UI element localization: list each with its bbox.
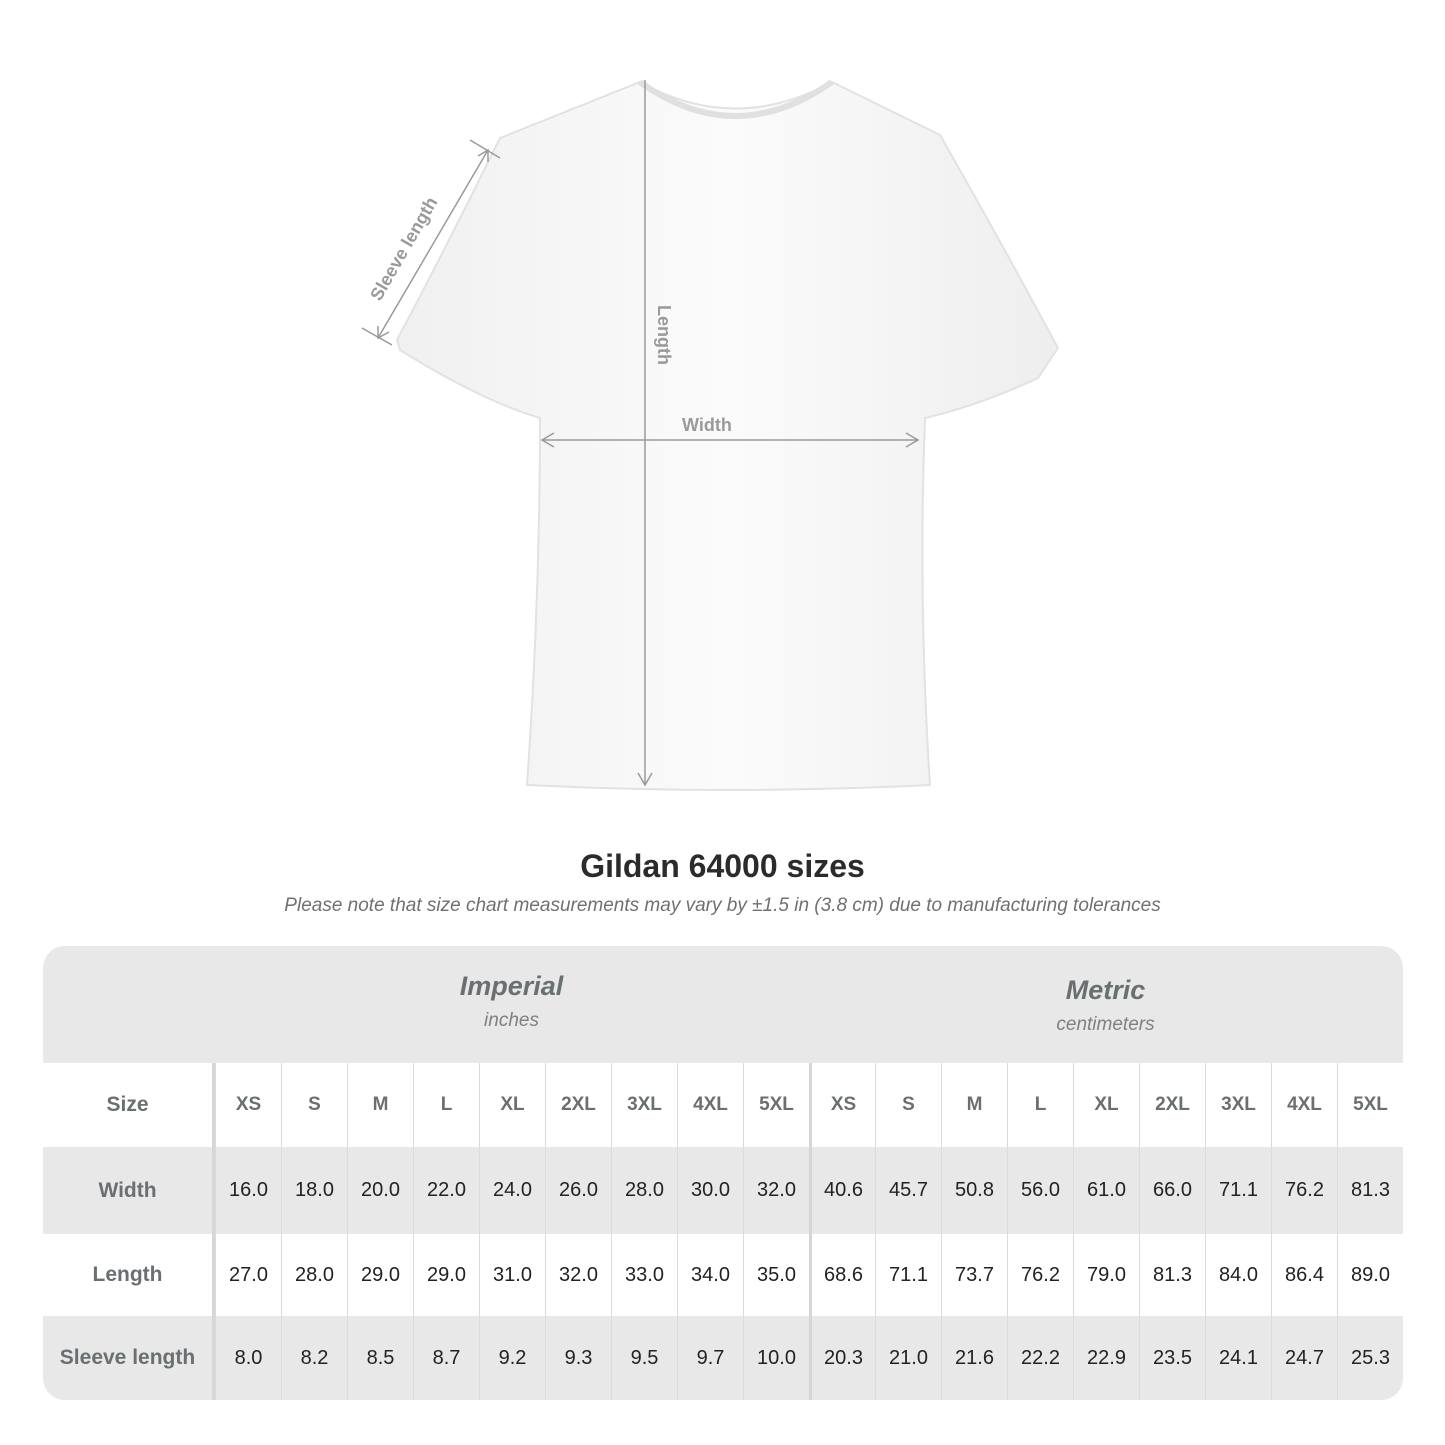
table-cell: 86.4	[1271, 1234, 1337, 1316]
imperial-header: Imperial inches	[215, 946, 808, 1063]
table-cell: 9.7	[677, 1316, 743, 1400]
size-header-cell: 5XL	[1337, 1063, 1403, 1147]
row-label: Sleeve length	[43, 1316, 215, 1400]
table-cell: 73.7	[941, 1234, 1007, 1316]
table-cell: 9.3	[545, 1316, 611, 1400]
table-cell: 18.0	[281, 1147, 347, 1234]
table-cell: 79.0	[1073, 1234, 1139, 1316]
table-cell: 20.3	[809, 1316, 875, 1400]
tshirt-illustration: Sleeve length Length Width	[361, 79, 1060, 791]
table-cell: 24.7	[1271, 1316, 1337, 1400]
size-header-cell: S	[875, 1063, 941, 1147]
table-cell: 40.6	[809, 1147, 875, 1234]
table-cell: 9.5	[611, 1316, 677, 1400]
table-cell: 32.0	[743, 1147, 809, 1234]
chart-title: Gildan 64000 sizes	[580, 848, 865, 884]
table-cell: 76.2	[1007, 1234, 1073, 1316]
length-label: Length	[654, 305, 674, 365]
table-cell: 50.8	[941, 1147, 1007, 1234]
metric-header: Metric centimeters	[808, 946, 1403, 1063]
table-cell: 84.0	[1205, 1234, 1271, 1316]
table-cell: 24.1	[1205, 1316, 1271, 1400]
size-header-cell: 2XL	[545, 1063, 611, 1147]
imperial-title: Imperial	[459, 971, 564, 1001]
table-cell: 32.0	[545, 1234, 611, 1316]
size-header-cell: XL	[479, 1063, 545, 1147]
table-cell: 81.3	[1139, 1234, 1205, 1316]
table-cell: 29.0	[413, 1234, 479, 1316]
size-table: Imperial inches Metric centimeters Size X…	[43, 946, 1403, 1400]
size-header-cell: M	[941, 1063, 1007, 1147]
table-cell: 8.0	[215, 1316, 281, 1400]
size-header-cell: 3XL	[1205, 1063, 1271, 1147]
table-cell: 28.0	[611, 1147, 677, 1234]
table-cell: 22.9	[1073, 1316, 1139, 1400]
table-cell: 45.7	[875, 1147, 941, 1234]
table-cell: 22.2	[1007, 1316, 1073, 1400]
table-row: Size XS S M L XL 2XL 3XL 4XL 5XL XS S M L XL 2XL 3XL 4XL 5…	[43, 1063, 1403, 1147]
table-cell: 8.7	[413, 1316, 479, 1400]
table-cell: 71.1	[1205, 1147, 1271, 1234]
size-header-cell: S	[281, 1063, 347, 1147]
table-cell: 26.0	[545, 1147, 611, 1234]
table-cell: 30.0	[677, 1147, 743, 1234]
table-row: Length 27.0 28.0 29.0 29.0 31.0 32.0 33.0 34.0 35…	[43, 1234, 1403, 1316]
table-cell: 33.0	[611, 1234, 677, 1316]
metric-title: Metric	[1065, 975, 1146, 1005]
table-row: Sleeve length 8.0 8.2 8.5 8.7 9.2 9.3 9.5 9.7 10.…	[43, 1316, 1403, 1400]
size-header-cell: 2XL	[1139, 1063, 1205, 1147]
table-cell: 9.2	[479, 1316, 545, 1400]
size-header-cell: XS	[215, 1063, 281, 1147]
size-header-cell: XS	[809, 1063, 875, 1147]
size-header-cell: 5XL	[743, 1063, 809, 1147]
table-cell: 28.0	[281, 1234, 347, 1316]
table-cell: 8.5	[347, 1316, 413, 1400]
table-cell: 56.0	[1007, 1147, 1073, 1234]
table-cell: 68.6	[809, 1234, 875, 1316]
table-cell: 71.1	[875, 1234, 941, 1316]
size-header-cell: 4XL	[1271, 1063, 1337, 1147]
row-label: Size	[43, 1063, 215, 1147]
table-cell: 29.0	[347, 1234, 413, 1316]
table-cell: 16.0	[215, 1147, 281, 1234]
table-cell: 76.2	[1271, 1147, 1337, 1234]
table-cell: 24.0	[479, 1147, 545, 1234]
table-cell: 89.0	[1337, 1234, 1403, 1316]
table-cell: 27.0	[215, 1234, 281, 1316]
table-cell: 35.0	[743, 1234, 809, 1316]
size-header-cell: 4XL	[677, 1063, 743, 1147]
tolerance-note: Please note that size chart measurements…	[284, 895, 1161, 916]
table-cell: 31.0	[479, 1234, 545, 1316]
table-cell: 81.3	[1337, 1147, 1403, 1234]
row-label: Width	[43, 1147, 215, 1234]
table-cell: 21.0	[875, 1316, 941, 1400]
table-cell: 21.6	[941, 1316, 1007, 1400]
width-label: Width	[682, 415, 732, 435]
table-row: Width 16.0 18.0 20.0 22.0 24.0 26.0 28.0 30.0 32.…	[43, 1147, 1403, 1234]
size-header-cell: L	[1007, 1063, 1073, 1147]
size-header-cell: L	[413, 1063, 479, 1147]
table-cell: 61.0	[1073, 1147, 1139, 1234]
row-label: Length	[43, 1234, 215, 1316]
table-cell: 22.0	[413, 1147, 479, 1234]
table-cell: 10.0	[743, 1316, 809, 1400]
size-header-cell: 3XL	[611, 1063, 677, 1147]
measure-lines	[361, 80, 920, 787]
imperial-unit: inches	[484, 1010, 539, 1031]
tshirt-shape	[395, 80, 1060, 791]
table-cell: 23.5	[1139, 1316, 1205, 1400]
size-header-cell: M	[347, 1063, 413, 1147]
table-cell: 20.0	[347, 1147, 413, 1234]
metric-unit: centimeters	[1056, 1014, 1155, 1035]
table-cell: 25.3	[1337, 1316, 1403, 1400]
table-cell: 34.0	[677, 1234, 743, 1316]
table-cell: 8.2	[281, 1316, 347, 1400]
table-cell: 66.0	[1139, 1147, 1205, 1234]
size-header-cell: XL	[1073, 1063, 1139, 1147]
